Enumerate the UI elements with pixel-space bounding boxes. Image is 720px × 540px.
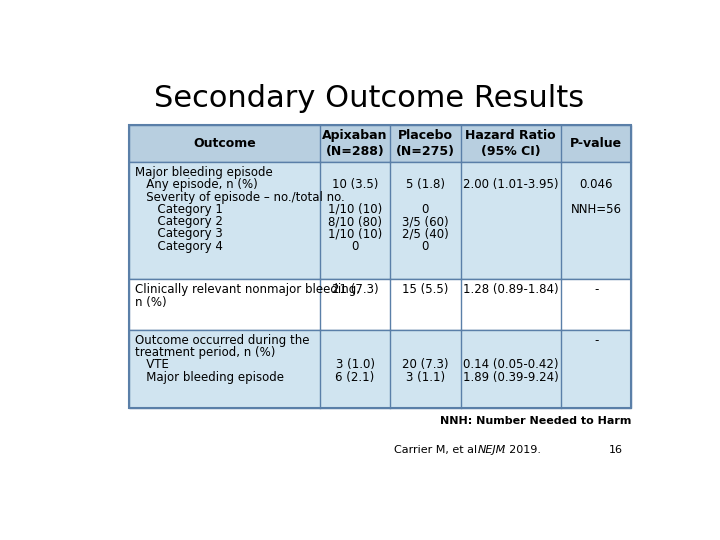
Text: NNH=56: NNH=56 [571,203,621,216]
Text: Category 4: Category 4 [135,240,222,253]
Text: 5 (1.8): 5 (1.8) [406,178,445,191]
Text: 1.89 (0.39-9.24): 1.89 (0.39-9.24) [463,370,559,383]
Text: 2.00 (1.01-3.95): 2.00 (1.01-3.95) [463,178,559,191]
Text: Category 1: Category 1 [135,203,222,216]
Text: -: - [594,284,598,296]
Text: Major bleeding episode: Major bleeding episode [135,166,272,179]
Text: treatment period, n (%): treatment period, n (%) [135,346,275,359]
Text: 0.046: 0.046 [580,178,613,191]
Text: 1/10 (10): 1/10 (10) [328,227,382,240]
Text: Major bleeding episode: Major bleeding episode [135,370,284,383]
Text: 8/10 (80): 8/10 (80) [328,215,382,228]
Text: 6 (2.1): 6 (2.1) [336,370,374,383]
Text: 10 (3.5): 10 (3.5) [332,178,378,191]
Text: Secondary Outcome Results: Secondary Outcome Results [154,84,584,112]
Text: 0.14 (0.05-0.42): 0.14 (0.05-0.42) [463,358,559,372]
Text: Carrier M, et al.: Carrier M, et al. [394,446,485,455]
Text: Placebo
(N=275): Placebo (N=275) [396,129,455,158]
Text: 1.28 (0.89-1.84): 1.28 (0.89-1.84) [463,284,559,296]
Text: Apixaban
(N=288): Apixaban (N=288) [323,129,388,158]
Text: Clinically relevant nonmajor bleeding,: Clinically relevant nonmajor bleeding, [135,284,360,296]
Text: 0: 0 [422,203,429,216]
Bar [129,125,631,162]
Text: VTE: VTE [135,358,168,372]
Text: NNH: Number Needed to Harm: NNH: Number Needed to Harm [440,416,631,426]
Text: Hazard Ratio
(95% CI): Hazard Ratio (95% CI) [465,129,556,158]
Text: 16: 16 [609,446,623,455]
Text: -: - [594,334,598,347]
Text: P-value: P-value [570,137,622,150]
Text: Severity of episode – no./total no.: Severity of episode – no./total no. [135,191,344,204]
Text: Outcome: Outcome [193,137,256,150]
Text: Category 3: Category 3 [135,227,222,240]
Text: 3 (1.0): 3 (1.0) [336,358,374,372]
Text: 15 (5.5): 15 (5.5) [402,284,449,296]
Text: 0: 0 [422,240,429,253]
Text: Category 2: Category 2 [135,215,222,228]
Text: 0: 0 [351,240,359,253]
Text: 1/10 (10): 1/10 (10) [328,203,382,216]
Text: Outcome occurred during the: Outcome occurred during the [135,334,309,347]
Text: 2/5 (40): 2/5 (40) [402,227,449,240]
Text: 21 (7.3): 21 (7.3) [332,284,379,296]
Text: 3/5 (60): 3/5 (60) [402,215,449,228]
Text: Any episode, n (%): Any episode, n (%) [135,178,257,191]
Text: 20 (7.3): 20 (7.3) [402,358,449,372]
Text: 3 (1.1): 3 (1.1) [406,370,445,383]
Text: . 2019.: . 2019. [502,446,541,455]
Text: n (%): n (%) [135,296,166,309]
Text: NEJM: NEJM [478,446,506,455]
